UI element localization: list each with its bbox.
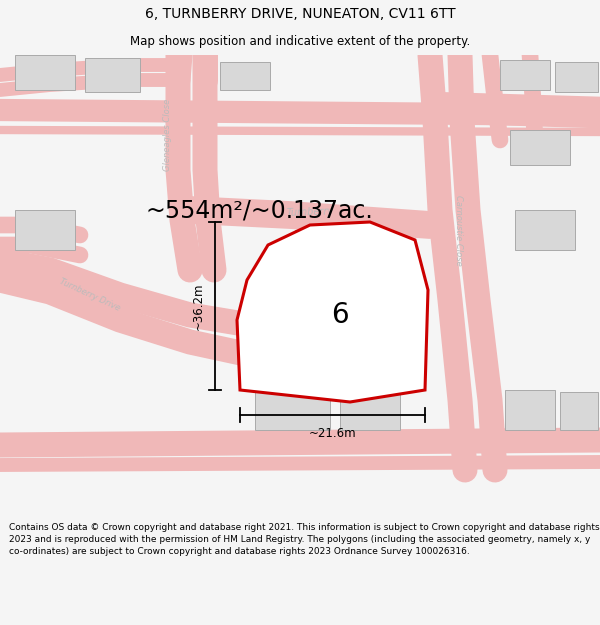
Text: Map shows position and indicative extent of the property.: Map shows position and indicative extent…: [130, 35, 470, 48]
Polygon shape: [560, 392, 598, 430]
Text: 6, TURNBERRY DRIVE, NUNEATON, CV11 6TT: 6, TURNBERRY DRIVE, NUNEATON, CV11 6TT: [145, 7, 455, 21]
Polygon shape: [15, 55, 75, 90]
Text: ~36.2m: ~36.2m: [192, 282, 205, 330]
Text: 6: 6: [331, 301, 349, 329]
Text: Gleneagles Close: Gleneagles Close: [163, 99, 173, 171]
Polygon shape: [15, 210, 75, 250]
Polygon shape: [220, 62, 270, 90]
Text: Carnoustie Close: Carnoustie Close: [454, 194, 463, 266]
Polygon shape: [500, 60, 550, 90]
Polygon shape: [510, 130, 570, 165]
Text: Turnberry: Turnberry: [286, 206, 334, 218]
Text: ~554m²/~0.137ac.: ~554m²/~0.137ac.: [145, 198, 373, 222]
Polygon shape: [85, 58, 140, 92]
Polygon shape: [340, 390, 400, 430]
Polygon shape: [255, 385, 330, 430]
Polygon shape: [295, 230, 370, 285]
Text: Contains OS data © Crown copyright and database right 2021. This information is : Contains OS data © Crown copyright and d…: [9, 523, 599, 556]
Text: ~21.6m: ~21.6m: [308, 427, 356, 440]
Polygon shape: [505, 390, 555, 430]
Polygon shape: [555, 62, 598, 92]
Text: Turnberry Drive: Turnberry Drive: [58, 277, 122, 313]
Polygon shape: [515, 210, 575, 250]
Polygon shape: [237, 222, 428, 402]
